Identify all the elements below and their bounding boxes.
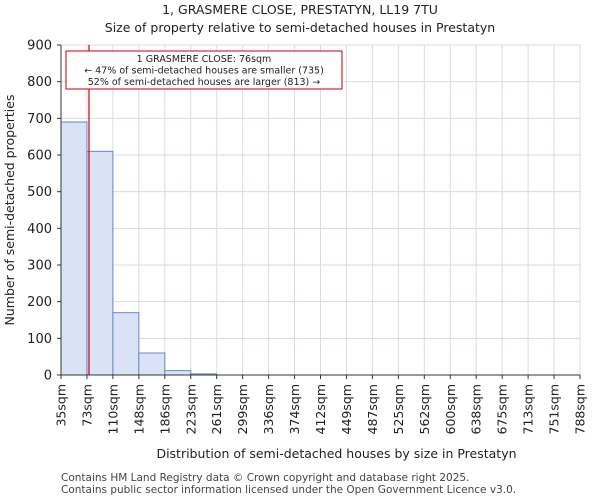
y-axis-label: Number of semi-detached properties <box>2 95 17 326</box>
annotation-line-3: 52% of semi-detached houses are larger (… <box>88 77 321 88</box>
x-tick-label: 638sqm <box>469 384 484 434</box>
y-tick-label: 800 <box>27 75 52 90</box>
y-tick-label: 900 <box>27 39 52 54</box>
y-tick-label: 400 <box>27 222 52 237</box>
histogram-bar <box>60 121 88 376</box>
x-tick-label: 73sqm <box>79 384 94 427</box>
x-tick-label: 110sqm <box>105 384 120 434</box>
x-tick-label: 35sqm <box>54 384 69 427</box>
x-tick-label: 751sqm <box>547 384 562 434</box>
y-tick-label: 300 <box>27 259 52 274</box>
y-tick-label: 200 <box>27 295 52 310</box>
x-tick-label: 223sqm <box>183 384 198 434</box>
x-tick-label: 525sqm <box>391 384 406 434</box>
x-tick-label: 562sqm <box>417 384 432 434</box>
x-tick-label: 186sqm <box>157 384 172 434</box>
y-tick-label: 500 <box>27 185 52 200</box>
footer-line-1: Contains HM Land Registry data © Crown c… <box>61 472 470 484</box>
footer-line-2: Contains public sector information licen… <box>61 484 517 496</box>
x-tick-label: 675sqm <box>495 384 510 434</box>
x-tick-label: 374sqm <box>287 384 302 434</box>
histogram-bar <box>86 150 114 376</box>
y-tick-label: 100 <box>27 332 52 347</box>
x-tick-label: 600sqm <box>443 384 458 434</box>
x-tick-label: 713sqm <box>521 384 536 434</box>
y-tick-label: 700 <box>27 112 52 127</box>
x-tick-label: 412sqm <box>313 384 328 434</box>
x-tick-label: 261sqm <box>209 384 224 434</box>
histogram-bar <box>164 370 192 376</box>
x-tick-label: 788sqm <box>573 384 588 434</box>
histogram-bar <box>112 312 140 376</box>
annotation-box <box>65 50 343 90</box>
x-tick-label: 148sqm <box>131 384 146 434</box>
chart-title: 1, GRASMERE CLOSE, PRESTATYN, LL19 7TU <box>162 2 438 17</box>
annotation-line-2: ← 47% of semi-detached houses are smalle… <box>84 66 324 77</box>
chart-subtitle: Size of property relative to semi-detach… <box>104 20 496 35</box>
x-tick-label: 336sqm <box>261 384 276 434</box>
annotation-line-1: 1 GRASMERE CLOSE: 76sqm <box>137 54 272 65</box>
x-tick-label: 299sqm <box>235 384 250 434</box>
x-tick-label: 487sqm <box>365 384 380 434</box>
x-axis-label: Distribution of semi-detached houses by … <box>156 446 516 461</box>
y-tick-label: 0 <box>44 369 52 384</box>
y-tick-label: 600 <box>27 149 52 164</box>
histogram-bar <box>138 352 166 376</box>
x-tick-label: 449sqm <box>339 384 354 434</box>
